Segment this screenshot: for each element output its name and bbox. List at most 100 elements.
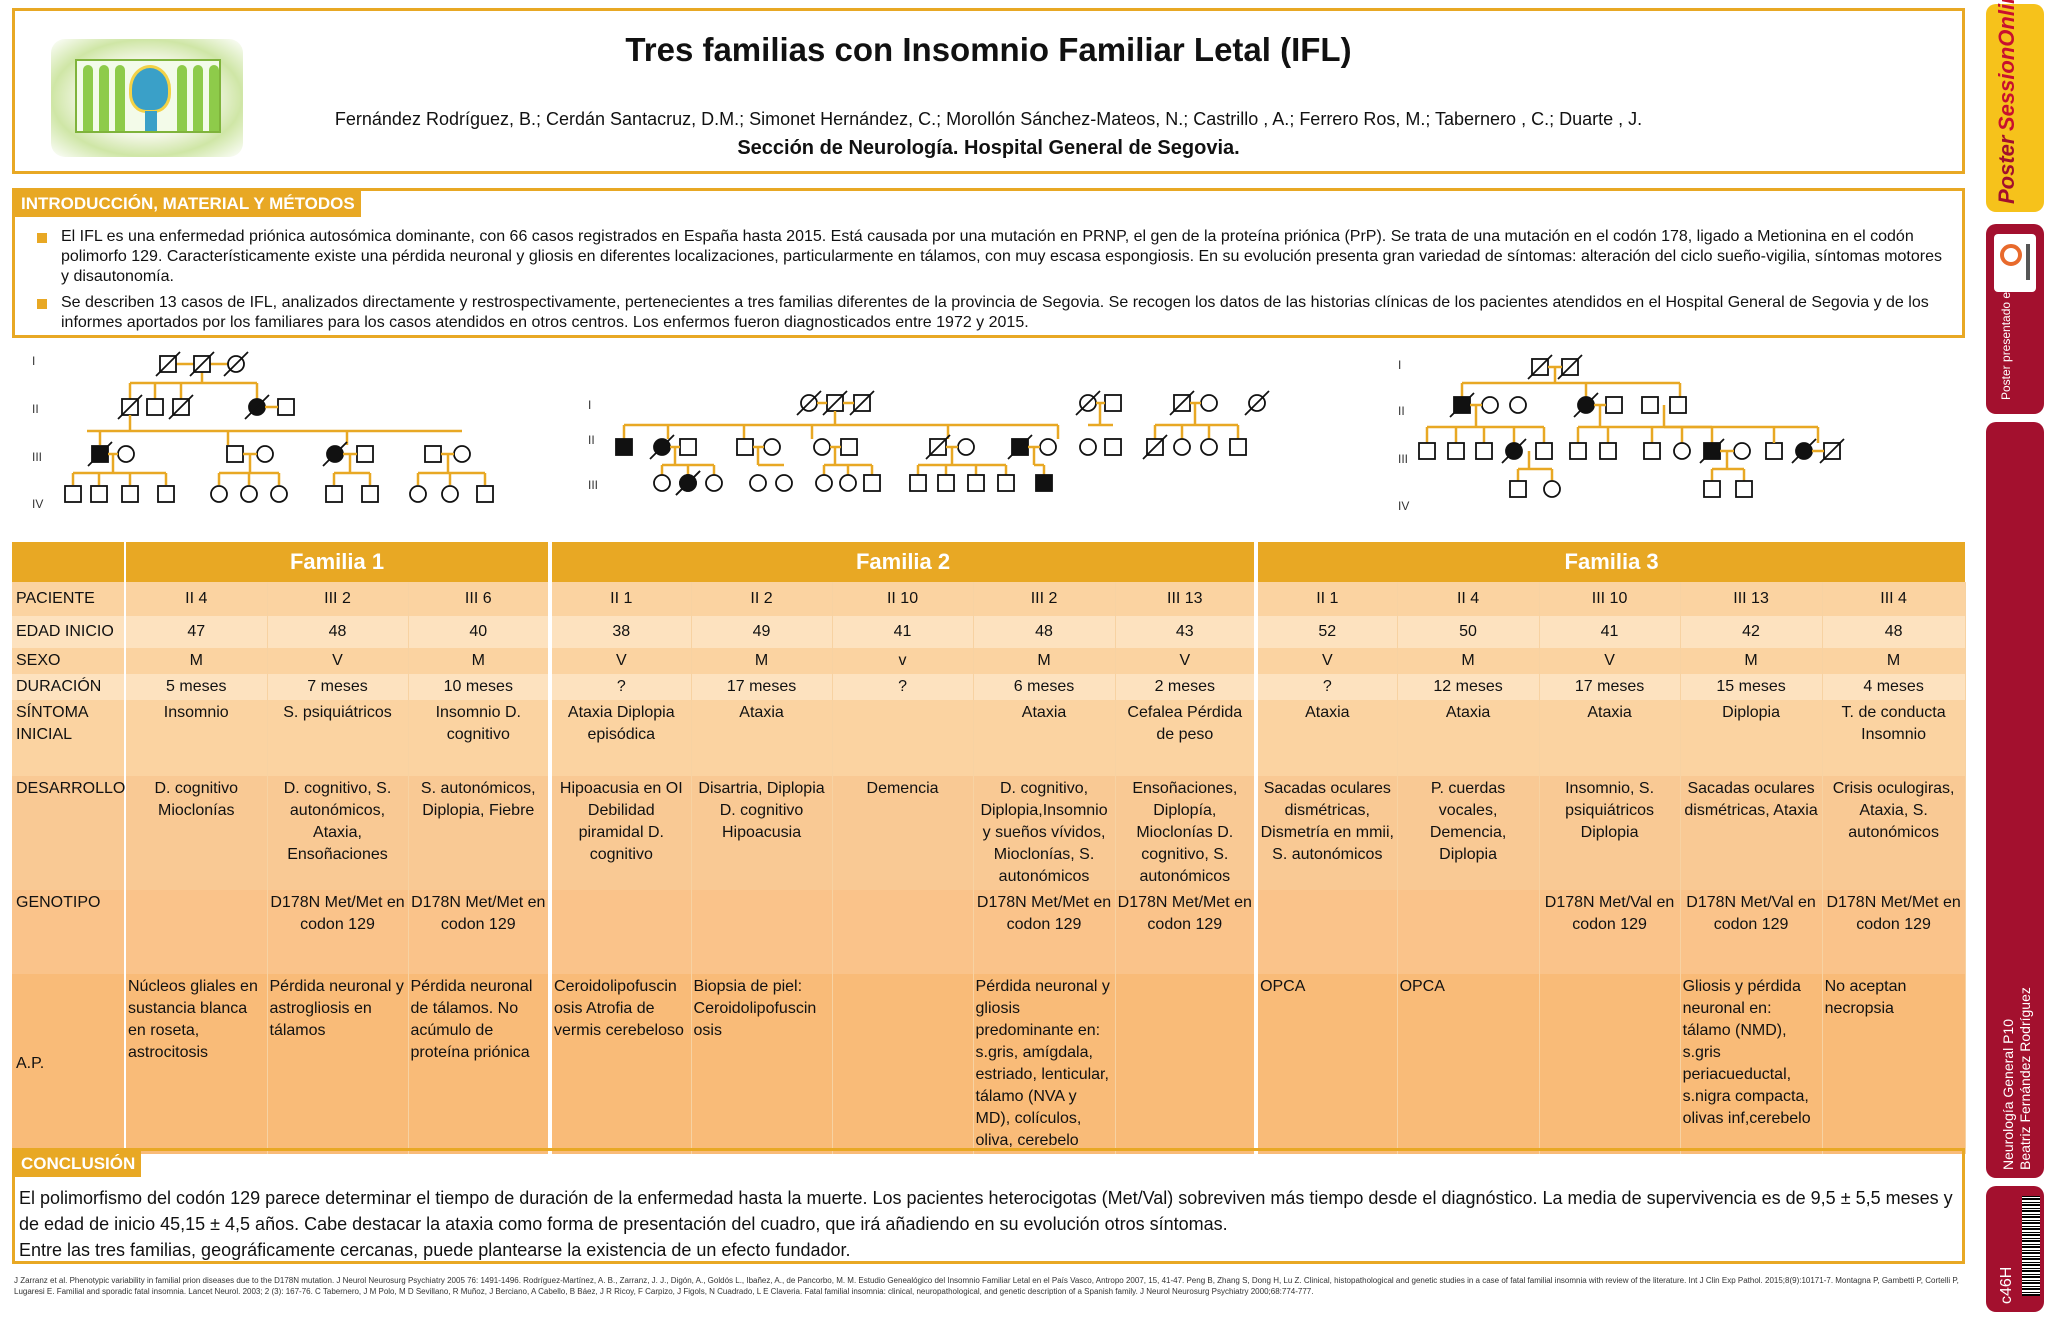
poster-session-online-badge[interactable]: Poster SessionOnline 2015 [1986, 0, 2044, 212]
table-cell: Ceroidolipofuscin osis Atrofia de vermis… [548, 974, 692, 1154]
table-cell: ? [832, 674, 974, 700]
pedigree-female-symbol [1509, 396, 1527, 414]
corner-cell [12, 542, 126, 582]
table-cell: Demencia [832, 776, 974, 890]
table-cell: 15 meses [1680, 674, 1823, 700]
table-cell [1397, 890, 1540, 974]
poster-info-panel: Neurología General P10 Beatriz Fernández… [1986, 422, 2044, 1178]
intro-paragraph: Se describen 13 casos de IFL, analizados… [61, 294, 1929, 331]
pedigree-male-symbol [1418, 442, 1436, 460]
table-cell: 4 meses [1822, 674, 1966, 700]
generation-label: III [588, 478, 598, 492]
pedigree-male-symbol [146, 398, 164, 416]
pedigree-male-symbol [1643, 442, 1661, 460]
table-cell: Cefalea Pérdida de peso [1115, 700, 1257, 776]
table-cell: V [548, 648, 692, 674]
table-cell: Ensoñaciones, Diplopía, Mioclonías D. co… [1115, 776, 1257, 890]
author-list: Fernández Rodríguez, B.; Cerdán Santacru… [334, 109, 1643, 129]
generation-label: III [32, 450, 42, 464]
pedigree-deceased-mark [189, 351, 215, 377]
hospital-logo [51, 39, 243, 157]
table-cell: Ataxia [1539, 700, 1681, 776]
pedigree-deceased-mark [1007, 434, 1033, 460]
pedigree-deceased-mark [849, 390, 875, 416]
table-cell [832, 700, 974, 776]
pedigree-female-symbol [409, 485, 427, 503]
generation-label: IV [32, 497, 43, 511]
table-cell: D. cognitivo Mioclonías [125, 776, 268, 890]
table-cell [832, 890, 974, 974]
head-icon [129, 65, 171, 113]
table-cell: II 10 [832, 582, 974, 616]
pedigree-male-symbol [1104, 394, 1122, 412]
table-cell: T. de conducta Insomnio [1822, 700, 1966, 776]
pedigree-deceased-mark [1142, 434, 1168, 460]
table-cell: Diplopia [1680, 700, 1823, 776]
affiliation: Sección de Neurología. Hospital General … [737, 137, 1240, 159]
row-ap: A.P. Núcleos gliales en sustancia blanca … [12, 974, 1966, 1154]
pedigree-male-symbol [1735, 480, 1753, 498]
table-cell: M [1397, 648, 1540, 674]
table-cell: 17 meses [691, 674, 833, 700]
pedigree-deceased-mark [1699, 438, 1725, 464]
table-cell: Ataxia [1254, 700, 1398, 776]
pedigree-female-symbol [1173, 438, 1191, 456]
table-cell: Ataxia [691, 700, 833, 776]
table-cell: V [1254, 648, 1398, 674]
pedigree-male-symbol [356, 445, 374, 463]
table-cell: 2 meses [1115, 674, 1257, 700]
table-cell: D178N Met/Met en codon 129 [973, 890, 1116, 974]
row-label: EDAD INICIO [12, 616, 126, 648]
pedigree-male-symbol [1535, 442, 1553, 460]
table-cell: D. cognitivo, Diplopia,Insomnio y sueños… [973, 776, 1116, 890]
row-label: A.P. [12, 974, 126, 1154]
table-cell: M [125, 648, 268, 674]
pedigree-male-symbol [909, 474, 927, 492]
pedigree-deceased-mark [925, 434, 951, 460]
pedigree-male-symbol [997, 474, 1015, 492]
pedigree-deceased-mark [1819, 438, 1845, 464]
table-cell: Ataxia Diplopia episódica [548, 700, 692, 776]
aqueduct-icon [75, 59, 221, 133]
presented-label: Poster presentado en: [1999, 281, 2013, 400]
table-cell: D178N Met/Val en codon 129 [1680, 890, 1823, 974]
pedigree-male-symbol [1703, 480, 1721, 498]
pedigree-female-symbol [1079, 438, 1097, 456]
poster-code-panel: c46H [1986, 1186, 2044, 1312]
pedigree-deceased-mark [168, 394, 194, 420]
generation-label: III [1398, 452, 1408, 466]
pedigree-male-symbol [1605, 396, 1623, 414]
table-cell: 12 meses [1397, 674, 1540, 700]
pedigree-female-symbol [1200, 394, 1218, 412]
table-cell: S. autonómicos, Diplopia, Fiebre [408, 776, 551, 890]
table-cell: D178N Met/Met en codon 129 [408, 890, 551, 974]
pedigree-female-symbol [1039, 438, 1057, 456]
table-cell: Biopsia de piel: Ceroidolipofuscin osis [691, 974, 833, 1154]
pedigree-female-symbol [749, 474, 767, 492]
poster-title: Tres familias con Insomnio Familiar Leta… [625, 31, 1352, 68]
bullet-square-icon [37, 299, 47, 309]
pedigree-deceased-mark [1075, 390, 1101, 416]
table-cell: III 2 [973, 582, 1116, 616]
table-cell: 5 meses [125, 674, 268, 700]
table-cell: Pérdida neuronal y gliosis predominante … [973, 974, 1116, 1154]
pedigree-deceased-mark [1169, 390, 1195, 416]
table-cell: M [691, 648, 833, 674]
pedigree-deceased-mark [155, 351, 181, 377]
table-cell: III 13 [1680, 582, 1823, 616]
table-cell: P. cuerdas vocales, Demencia, Diplopia [1397, 776, 1540, 890]
poster-category: Neurología General P10 [2000, 1019, 2016, 1170]
pedigree-female-symbol [1543, 480, 1561, 498]
pedigree-female-symbol [775, 474, 793, 492]
table-cell: 43 [1115, 616, 1257, 648]
table-cell: V [267, 648, 409, 674]
conclusion-paragraph: El polimorfismo del codón 129 parece det… [19, 1188, 1953, 1234]
table-cell [1254, 890, 1398, 974]
table-cell: 17 meses [1539, 674, 1681, 700]
table-cell: Ataxia [1397, 700, 1540, 776]
table-cell: Insomnio, S. psiquiátricos Diplopia [1539, 776, 1681, 890]
pedigree-deceased-mark [1449, 392, 1475, 418]
table-cell: D178N Met/Met en codon 129 [1115, 890, 1257, 974]
table-cell: M [1822, 648, 1966, 674]
table-cell [1115, 974, 1257, 1154]
